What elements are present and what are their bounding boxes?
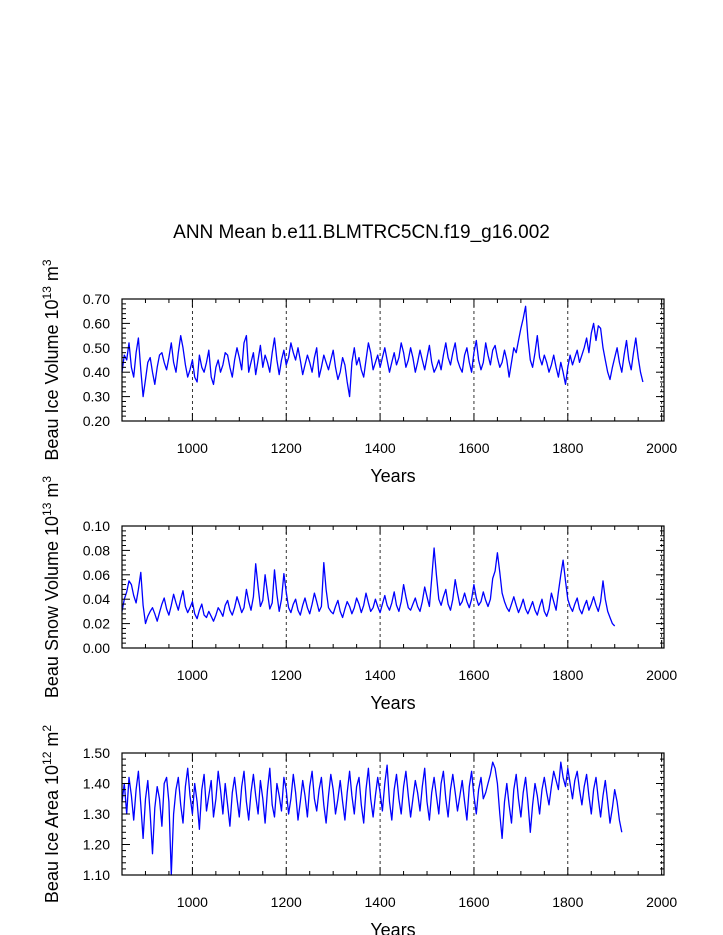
y-tick-label: 0.10 xyxy=(83,518,110,534)
y-tick-label: 0.02 xyxy=(83,616,110,632)
plot-frame xyxy=(121,525,665,649)
y-tick-label: 1.50 xyxy=(83,745,110,761)
x-tick-label: 1600 xyxy=(458,440,489,456)
plot-frame xyxy=(121,752,665,876)
x-tick-label: 1200 xyxy=(271,894,302,910)
y-tick-label: 0.50 xyxy=(83,340,110,356)
y-tick-label: 0.20 xyxy=(83,413,110,429)
y-tick-label: 0.70 xyxy=(83,291,110,307)
x-tick-label: 1800 xyxy=(552,667,583,683)
x-tick-label: 1400 xyxy=(365,440,396,456)
x-axis-label: Years xyxy=(370,693,415,713)
y-axis-label: Beau Ice Volume 1013 m3 xyxy=(40,259,62,460)
y-tick-label: 1.30 xyxy=(83,806,110,822)
x-tick-label: 2000 xyxy=(646,440,677,456)
y-tick-label: 0.04 xyxy=(83,591,110,607)
y-tick-label: 0.06 xyxy=(83,567,110,583)
y-tick-label: 1.20 xyxy=(83,837,110,853)
y-tick-label: 0.60 xyxy=(83,315,110,331)
y-tick-label: 1.40 xyxy=(83,776,110,792)
x-tick-label: 1400 xyxy=(365,894,396,910)
y-axis-label: Beau Snow Volume 1013 m3 xyxy=(40,476,62,699)
x-tick-label: 1600 xyxy=(458,667,489,683)
x-tick-label: 1200 xyxy=(271,440,302,456)
data-line xyxy=(121,761,623,876)
y-tick-label: 0.00 xyxy=(83,640,110,656)
data-line xyxy=(121,305,644,398)
chart-panel-1: 1000 1200 1400 1600 1800 2000 0.20 0.30 0.40 0.50… xyxy=(40,259,677,486)
x-axis-label: Years xyxy=(370,466,415,486)
y-tick-label: 1.10 xyxy=(83,867,110,883)
y-tick-label: 0.30 xyxy=(83,389,110,405)
x-tick-label: 1800 xyxy=(552,440,583,456)
x-axis-label: Years xyxy=(370,920,415,935)
y-tick-label: 0.08 xyxy=(83,542,110,558)
plot-frame xyxy=(121,298,665,422)
y-axis-label: Beau Ice Area 1012 m2 xyxy=(40,725,62,903)
x-tick-label: 1000 xyxy=(177,440,208,456)
x-tick-label: 1600 xyxy=(458,894,489,910)
x-tick-label: 1400 xyxy=(365,667,396,683)
x-tick-label: 1800 xyxy=(552,894,583,910)
data-line xyxy=(121,547,616,627)
chart-panel-2: 1000 1200 1400 1600 1800 2000 0.00 0.02 0.04 0.06… xyxy=(40,476,677,713)
x-tick-label: 2000 xyxy=(646,667,677,683)
y-tick-label: 0.40 xyxy=(83,364,110,380)
x-tick-label: 1000 xyxy=(177,667,208,683)
chart-panel-3: 1000 1200 1400 1600 1800 2000 1.10 1.20 1.30 1.40… xyxy=(40,725,677,935)
x-tick-label: 1200 xyxy=(271,667,302,683)
x-tick-label: 1000 xyxy=(177,894,208,910)
figure-title: ANN Mean b.e11.BLMTRC5CN.f19_g16.002 xyxy=(173,222,550,243)
x-tick-label: 2000 xyxy=(646,894,677,910)
